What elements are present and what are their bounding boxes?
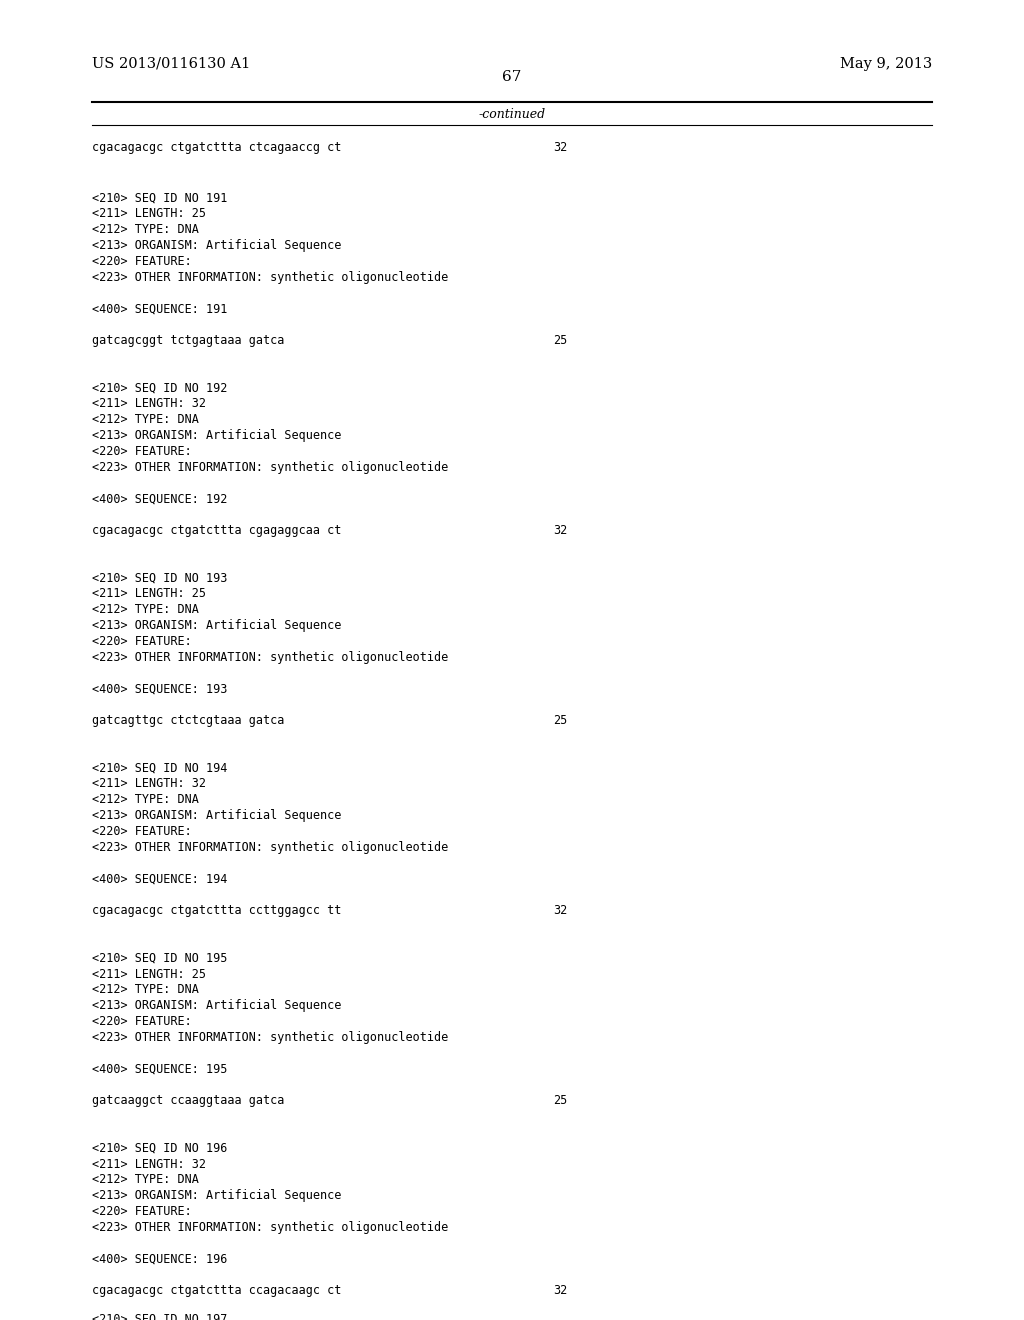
Text: <223> OTHER INFORMATION: synthetic oligonucleotide: <223> OTHER INFORMATION: synthetic oligo… (92, 651, 449, 664)
Text: <212> TYPE: DNA: <212> TYPE: DNA (92, 223, 199, 236)
Text: <211> LENGTH: 25: <211> LENGTH: 25 (92, 968, 206, 981)
Text: <212> TYPE: DNA: <212> TYPE: DNA (92, 793, 199, 807)
Text: 32: 32 (553, 904, 567, 917)
Text: <220> FEATURE:: <220> FEATURE: (92, 255, 191, 268)
Text: <212> TYPE: DNA: <212> TYPE: DNA (92, 1173, 199, 1187)
Text: <211> LENGTH: 32: <211> LENGTH: 32 (92, 397, 206, 411)
Text: cgacagacgc ctgatcttta ctcagaaccg ct: cgacagacgc ctgatcttta ctcagaaccg ct (92, 141, 342, 154)
Text: <213> ORGANISM: Artificial Sequence: <213> ORGANISM: Artificial Sequence (92, 429, 342, 442)
Text: <212> TYPE: DNA: <212> TYPE: DNA (92, 983, 199, 997)
Text: 25: 25 (553, 334, 567, 347)
Text: 32: 32 (553, 141, 567, 154)
Text: <400> SEQUENCE: 192: <400> SEQUENCE: 192 (92, 492, 227, 506)
Text: <210> SEQ ID NO 193: <210> SEQ ID NO 193 (92, 572, 227, 585)
Text: <220> FEATURE:: <220> FEATURE: (92, 1205, 191, 1218)
Text: <223> OTHER INFORMATION: synthetic oligonucleotide: <223> OTHER INFORMATION: synthetic oligo… (92, 271, 449, 284)
Text: cgacagacgc ctgatcttta cgagaggcaa ct: cgacagacgc ctgatcttta cgagaggcaa ct (92, 524, 342, 537)
Text: <213> ORGANISM: Artificial Sequence: <213> ORGANISM: Artificial Sequence (92, 239, 342, 252)
Text: gatcagttgc ctctcgtaaa gatca: gatcagttgc ctctcgtaaa gatca (92, 714, 285, 727)
Text: <211> LENGTH: 32: <211> LENGTH: 32 (92, 1158, 206, 1171)
Text: <223> OTHER INFORMATION: synthetic oligonucleotide: <223> OTHER INFORMATION: synthetic oligo… (92, 841, 449, 854)
Text: cgacagacgc ctgatcttta ccttggagcc tt: cgacagacgc ctgatcttta ccttggagcc tt (92, 904, 342, 917)
Text: <400> SEQUENCE: 194: <400> SEQUENCE: 194 (92, 873, 227, 886)
Text: <211> LENGTH: 25: <211> LENGTH: 25 (92, 207, 206, 220)
Text: <400> SEQUENCE: 191: <400> SEQUENCE: 191 (92, 302, 227, 315)
Text: <210> SEQ ID NO 197: <210> SEQ ID NO 197 (92, 1312, 227, 1320)
Text: <210> SEQ ID NO 191: <210> SEQ ID NO 191 (92, 191, 227, 205)
Text: -continued: -continued (478, 108, 546, 121)
Text: 32: 32 (553, 524, 567, 537)
Text: 32: 32 (553, 1284, 567, 1298)
Text: <211> LENGTH: 32: <211> LENGTH: 32 (92, 777, 206, 791)
Text: <213> ORGANISM: Artificial Sequence: <213> ORGANISM: Artificial Sequence (92, 999, 342, 1012)
Text: <212> TYPE: DNA: <212> TYPE: DNA (92, 603, 199, 616)
Text: <210> SEQ ID NO 195: <210> SEQ ID NO 195 (92, 952, 227, 965)
Text: <223> OTHER INFORMATION: synthetic oligonucleotide: <223> OTHER INFORMATION: synthetic oligo… (92, 1031, 449, 1044)
Text: cgacagacgc ctgatcttta ccagacaagc ct: cgacagacgc ctgatcttta ccagacaagc ct (92, 1284, 342, 1298)
Text: <400> SEQUENCE: 195: <400> SEQUENCE: 195 (92, 1063, 227, 1076)
Text: <220> FEATURE:: <220> FEATURE: (92, 1015, 191, 1028)
Text: <212> TYPE: DNA: <212> TYPE: DNA (92, 413, 199, 426)
Text: <223> OTHER INFORMATION: synthetic oligonucleotide: <223> OTHER INFORMATION: synthetic oligo… (92, 1221, 449, 1234)
Text: gatcaaggct ccaaggtaaa gatca: gatcaaggct ccaaggtaaa gatca (92, 1094, 285, 1107)
Text: <213> ORGANISM: Artificial Sequence: <213> ORGANISM: Artificial Sequence (92, 809, 342, 822)
Text: <210> SEQ ID NO 194: <210> SEQ ID NO 194 (92, 762, 227, 775)
Text: <210> SEQ ID NO 196: <210> SEQ ID NO 196 (92, 1142, 227, 1155)
Text: gatcagcggt tctgagtaaa gatca: gatcagcggt tctgagtaaa gatca (92, 334, 285, 347)
Text: <213> ORGANISM: Artificial Sequence: <213> ORGANISM: Artificial Sequence (92, 1189, 342, 1203)
Text: <211> LENGTH: 25: <211> LENGTH: 25 (92, 587, 206, 601)
Text: 25: 25 (553, 714, 567, 727)
Text: 67: 67 (503, 70, 521, 84)
Text: <223> OTHER INFORMATION: synthetic oligonucleotide: <223> OTHER INFORMATION: synthetic oligo… (92, 461, 449, 474)
Text: <400> SEQUENCE: 196: <400> SEQUENCE: 196 (92, 1253, 227, 1266)
Text: <220> FEATURE:: <220> FEATURE: (92, 445, 191, 458)
Text: <210> SEQ ID NO 192: <210> SEQ ID NO 192 (92, 381, 227, 395)
Text: May 9, 2013: May 9, 2013 (840, 57, 932, 71)
Text: <220> FEATURE:: <220> FEATURE: (92, 635, 191, 648)
Text: <400> SEQUENCE: 193: <400> SEQUENCE: 193 (92, 682, 227, 696)
Text: <213> ORGANISM: Artificial Sequence: <213> ORGANISM: Artificial Sequence (92, 619, 342, 632)
Text: US 2013/0116130 A1: US 2013/0116130 A1 (92, 57, 251, 71)
Text: <220> FEATURE:: <220> FEATURE: (92, 825, 191, 838)
Text: 25: 25 (553, 1094, 567, 1107)
